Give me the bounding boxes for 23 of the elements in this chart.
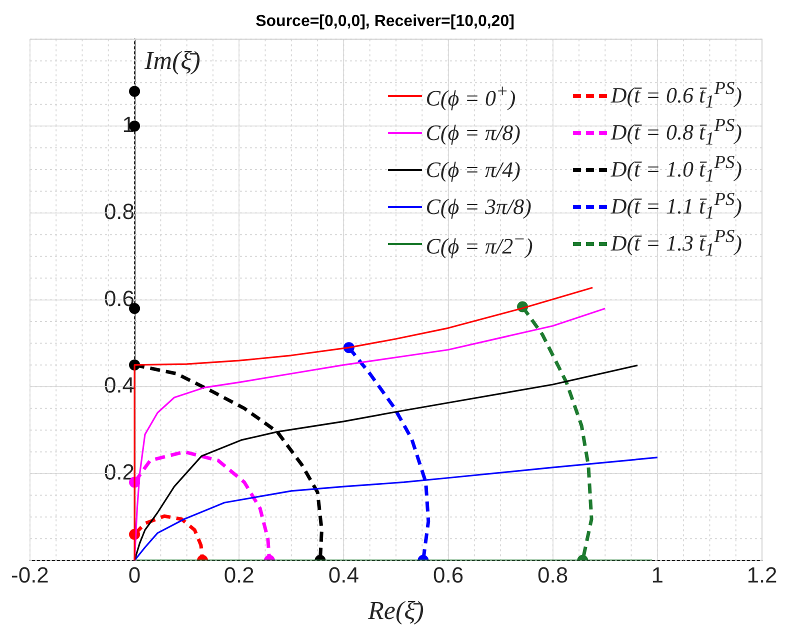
- y-tick-label: 0.6: [104, 286, 135, 311]
- legend-label: D(t̄ = 0.6 t̄$_{1}$$^{PS}$): [610, 78, 742, 114]
- x-tick-label: 0.4: [328, 562, 359, 588]
- legend-label: D(t̄ = 1.0 t̄$_{1}$$^{PS}$): [610, 152, 742, 188]
- chart-title: Source=[0,0,0], Receiver=[10,0,20]: [256, 13, 514, 30]
- legend-label: D(t̄ = 0.8 t̄$_{1}$$^{PS}$): [610, 115, 742, 150]
- legend-label: D(t̄ = 1.3 t̄$_{1}$$^{PS}$): [610, 226, 742, 262]
- legend-label: C(ϕ = 3π/8): [426, 194, 532, 220]
- x-tick-label: 0: [128, 562, 141, 588]
- x-axis-title: Re(ξ̄): [367, 596, 424, 626]
- x-tick-label: 1.2: [746, 562, 778, 588]
- y-tick-label: 0.8: [104, 198, 135, 224]
- legend-label: D(t̄ = 1.1 t̄$_{1}$$^{PS}$): [610, 189, 742, 224]
- x-tick-label: 0.8: [538, 562, 568, 588]
- x-tick-label: 0.2: [224, 562, 254, 588]
- legend-label: C(ϕ = π/4): [426, 156, 520, 183]
- y-axis-title: Im(ξ̄): [144, 46, 200, 76]
- x-tick-label: 0.6: [432, 562, 464, 588]
- x-tick-label: -0.2: [10, 562, 49, 588]
- x-tick-label: 1: [651, 562, 664, 588]
- legend-label: C(ϕ = π/2$^{−}$): [426, 228, 533, 259]
- legend-label: C(ϕ = π/8): [426, 120, 520, 146]
- legend-label: C(ϕ = 0$^{+}$): [426, 80, 516, 111]
